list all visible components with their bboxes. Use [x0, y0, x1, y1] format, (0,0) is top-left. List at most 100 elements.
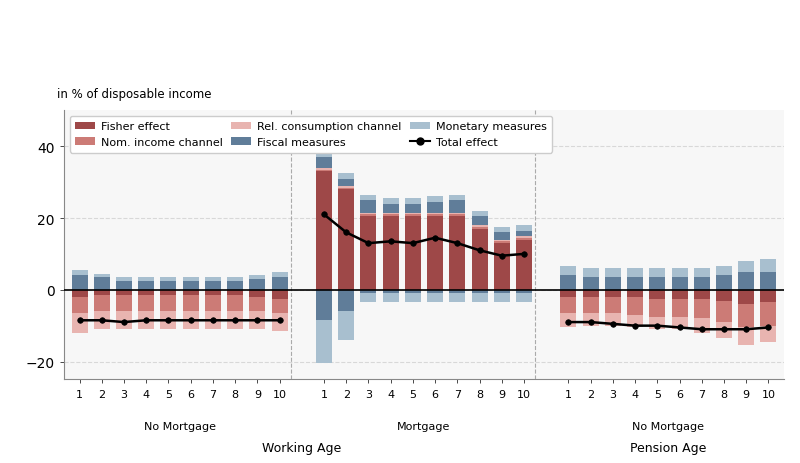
Bar: [516, 231, 532, 237]
Bar: [627, 278, 643, 290]
Bar: [71, 290, 87, 297]
Bar: [94, 278, 110, 290]
Text: Working Age: Working Age: [262, 441, 342, 454]
Bar: [471, 212, 487, 217]
Bar: [627, 315, 643, 328]
Bar: [427, 217, 443, 290]
Bar: [182, 278, 198, 281]
Bar: [205, 278, 221, 281]
Bar: [361, 217, 377, 290]
Bar: [116, 295, 132, 312]
Bar: [582, 290, 598, 297]
Bar: [671, 317, 687, 330]
Bar: [71, 313, 87, 333]
Bar: [227, 312, 243, 330]
Bar: [582, 269, 598, 278]
Bar: [516, 290, 532, 294]
Bar: [338, 312, 354, 340]
Bar: [316, 169, 332, 170]
Bar: [494, 240, 510, 242]
Bar: [716, 322, 732, 338]
Bar: [205, 290, 221, 295]
Bar: [761, 303, 777, 326]
Bar: [361, 215, 377, 217]
Bar: [427, 294, 443, 303]
Bar: [650, 269, 666, 278]
Bar: [471, 229, 487, 290]
Bar: [205, 281, 221, 290]
Bar: [494, 227, 510, 233]
Bar: [671, 278, 687, 290]
Bar: [471, 217, 487, 225]
Bar: [605, 297, 621, 313]
Bar: [271, 313, 287, 332]
Bar: [182, 281, 198, 290]
Bar: [627, 297, 643, 315]
Bar: [427, 290, 443, 294]
Text: No Mortgage: No Mortgage: [633, 421, 705, 431]
Bar: [716, 267, 732, 276]
Bar: [227, 278, 243, 281]
Bar: [471, 294, 487, 303]
Bar: [561, 267, 577, 276]
Bar: [671, 290, 687, 299]
Bar: [382, 215, 398, 217]
Bar: [271, 290, 287, 299]
Bar: [361, 294, 377, 303]
Bar: [361, 200, 377, 213]
Bar: [516, 238, 532, 240]
Bar: [116, 281, 132, 290]
Bar: [605, 313, 621, 326]
Bar: [116, 290, 132, 295]
Bar: [382, 217, 398, 290]
Bar: [694, 319, 710, 333]
Bar: [338, 174, 354, 179]
Bar: [516, 294, 532, 303]
Bar: [250, 290, 266, 297]
Bar: [516, 225, 532, 231]
Bar: [182, 295, 198, 312]
Bar: [405, 290, 421, 294]
Bar: [605, 290, 621, 297]
Bar: [361, 213, 377, 215]
Bar: [405, 213, 421, 215]
Bar: [361, 290, 377, 294]
Bar: [671, 269, 687, 278]
Bar: [316, 172, 332, 290]
Bar: [161, 295, 177, 312]
Bar: [694, 269, 710, 278]
Bar: [271, 272, 287, 278]
Bar: [250, 279, 266, 290]
Bar: [650, 317, 666, 330]
Bar: [338, 186, 354, 188]
Bar: [250, 297, 266, 312]
Bar: [205, 312, 221, 330]
Bar: [271, 299, 287, 313]
Bar: [71, 276, 87, 290]
Bar: [227, 281, 243, 290]
Bar: [250, 276, 266, 279]
Bar: [761, 326, 777, 342]
Bar: [561, 290, 577, 297]
Bar: [405, 294, 421, 303]
Bar: [405, 204, 421, 213]
Bar: [494, 242, 510, 244]
Bar: [338, 188, 354, 190]
Text: No Mortgage: No Mortgage: [143, 421, 215, 431]
Bar: [650, 290, 666, 299]
Bar: [405, 217, 421, 290]
Bar: [316, 290, 332, 320]
Bar: [561, 297, 577, 313]
Bar: [116, 312, 132, 330]
Bar: [738, 305, 754, 328]
Bar: [605, 278, 621, 290]
Bar: [471, 227, 487, 229]
Bar: [138, 278, 154, 281]
Bar: [494, 294, 510, 303]
Bar: [761, 272, 777, 290]
Bar: [338, 290, 354, 312]
Bar: [716, 276, 732, 290]
Bar: [94, 295, 110, 312]
Text: in % of disposable income: in % of disposable income: [57, 88, 211, 100]
Bar: [450, 217, 466, 290]
